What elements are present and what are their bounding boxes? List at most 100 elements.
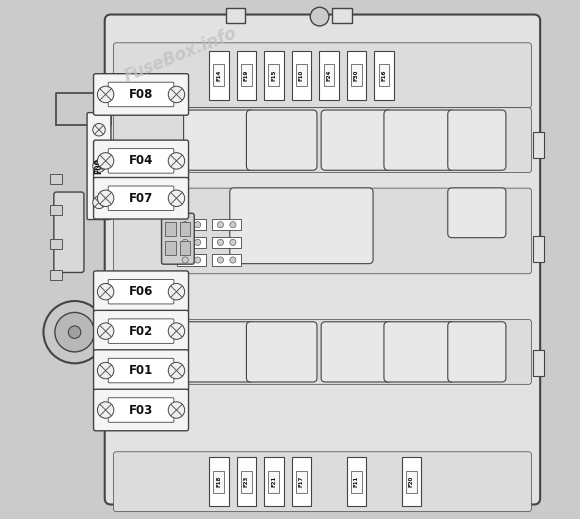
Circle shape: [194, 239, 201, 245]
Bar: [237, 51, 256, 100]
FancyBboxPatch shape: [162, 213, 194, 264]
Bar: [533, 132, 544, 158]
Text: F06: F06: [129, 285, 153, 298]
Bar: [379, 64, 389, 86]
FancyBboxPatch shape: [184, 322, 254, 382]
Text: F24: F24: [327, 70, 331, 81]
FancyBboxPatch shape: [54, 192, 84, 272]
Bar: [209, 51, 229, 100]
Circle shape: [168, 362, 184, 379]
FancyBboxPatch shape: [87, 113, 111, 220]
FancyBboxPatch shape: [93, 177, 188, 219]
Circle shape: [97, 362, 114, 379]
Bar: [213, 471, 224, 493]
Bar: [319, 51, 339, 100]
FancyBboxPatch shape: [93, 140, 188, 182]
Bar: [180, 241, 190, 255]
FancyBboxPatch shape: [114, 108, 531, 172]
Text: F07: F07: [129, 192, 153, 205]
Circle shape: [44, 301, 106, 363]
Text: F23: F23: [244, 476, 249, 487]
FancyBboxPatch shape: [93, 74, 188, 115]
Bar: [296, 471, 307, 493]
FancyBboxPatch shape: [184, 110, 254, 170]
Bar: [406, 471, 417, 493]
Bar: [226, 8, 245, 23]
Text: FuseBox.info: FuseBox.info: [121, 24, 240, 85]
FancyBboxPatch shape: [93, 389, 188, 431]
Text: F15: F15: [271, 70, 277, 81]
Bar: [324, 64, 334, 86]
Text: F14: F14: [216, 70, 222, 81]
FancyBboxPatch shape: [114, 319, 531, 384]
Circle shape: [97, 190, 114, 207]
Text: F09: F09: [95, 158, 103, 174]
Text: F16: F16: [382, 70, 386, 81]
Bar: [177, 237, 206, 248]
Circle shape: [97, 153, 114, 169]
Bar: [177, 219, 206, 230]
FancyBboxPatch shape: [448, 188, 506, 238]
Bar: [165, 241, 176, 255]
FancyBboxPatch shape: [93, 271, 188, 312]
Bar: [50, 174, 61, 184]
FancyBboxPatch shape: [448, 322, 506, 382]
Bar: [50, 270, 61, 280]
Circle shape: [168, 323, 184, 339]
Circle shape: [182, 222, 188, 228]
Circle shape: [218, 257, 223, 263]
FancyBboxPatch shape: [321, 322, 392, 382]
Bar: [165, 222, 176, 236]
FancyBboxPatch shape: [246, 322, 317, 382]
FancyBboxPatch shape: [114, 188, 531, 274]
Circle shape: [93, 196, 105, 209]
FancyBboxPatch shape: [246, 110, 317, 170]
Bar: [269, 471, 280, 493]
Circle shape: [68, 326, 81, 338]
Text: F10: F10: [299, 70, 304, 81]
Text: F19: F19: [244, 70, 249, 81]
Bar: [296, 64, 307, 86]
Bar: [212, 254, 241, 266]
Text: F20: F20: [409, 476, 414, 487]
Circle shape: [93, 160, 105, 172]
Bar: [50, 239, 61, 249]
Circle shape: [93, 124, 105, 136]
Bar: [264, 457, 284, 507]
Text: F01: F01: [129, 364, 153, 377]
Circle shape: [194, 222, 201, 228]
Bar: [292, 457, 311, 507]
Circle shape: [194, 257, 201, 263]
Bar: [50, 205, 61, 215]
FancyBboxPatch shape: [321, 110, 392, 170]
Bar: [401, 457, 421, 507]
FancyBboxPatch shape: [93, 310, 188, 352]
FancyBboxPatch shape: [108, 148, 174, 173]
Text: F21: F21: [271, 476, 277, 487]
Circle shape: [55, 312, 95, 352]
FancyBboxPatch shape: [108, 398, 174, 422]
Circle shape: [97, 86, 114, 103]
Text: F02: F02: [129, 324, 153, 338]
Bar: [374, 51, 394, 100]
Text: F08: F08: [129, 88, 153, 101]
Bar: [292, 51, 311, 100]
Bar: [351, 471, 362, 493]
FancyBboxPatch shape: [108, 82, 174, 107]
Bar: [241, 64, 252, 86]
FancyBboxPatch shape: [384, 110, 455, 170]
Bar: [533, 236, 544, 262]
Bar: [237, 457, 256, 507]
Bar: [347, 51, 367, 100]
Circle shape: [97, 323, 114, 339]
Circle shape: [230, 239, 236, 245]
Circle shape: [182, 239, 188, 245]
Circle shape: [218, 239, 223, 245]
Circle shape: [230, 222, 236, 228]
Circle shape: [168, 86, 184, 103]
Bar: [180, 222, 190, 236]
Circle shape: [182, 257, 188, 263]
FancyBboxPatch shape: [108, 279, 174, 304]
Text: F30: F30: [354, 70, 359, 81]
FancyBboxPatch shape: [93, 350, 188, 391]
